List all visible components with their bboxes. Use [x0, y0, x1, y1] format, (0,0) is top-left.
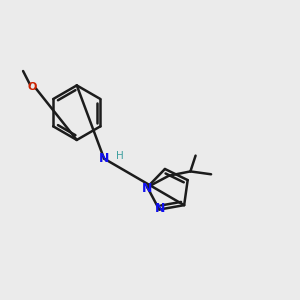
Text: N: N	[99, 152, 109, 165]
Text: O: O	[28, 82, 37, 92]
Text: H: H	[116, 151, 124, 161]
Text: N: N	[154, 202, 165, 214]
Text: N: N	[142, 182, 152, 195]
